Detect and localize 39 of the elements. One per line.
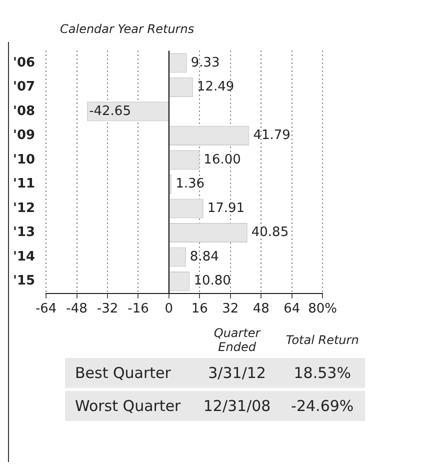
x-tick-label: -64 (35, 302, 57, 317)
data-label: 8.84 (190, 249, 219, 264)
y-tick-label: '06 (12, 55, 36, 70)
data-label: 9.33 (190, 55, 220, 70)
x-tick-label: -16 (128, 302, 149, 317)
text: 12/31/08 (202, 397, 272, 415)
data-label: 16.00 (204, 152, 241, 168)
text: Worst Quarter (74, 397, 182, 415)
x-tick-label: 32 (222, 302, 239, 317)
data-label: -42.65 (89, 104, 131, 119)
y-tick-label: '13 (12, 225, 36, 240)
chart-subtitle: Calendar Year Returns (60, 22, 194, 36)
data-label: 10.80 (194, 274, 231, 289)
text: 18.53% (292, 364, 352, 382)
data-label: 12.49 (196, 80, 234, 95)
text: Total Return (284, 333, 360, 347)
text: Best Quarter (74, 364, 172, 382)
y-tick-label: '09 (12, 128, 36, 144)
y-tick-label: '08 (12, 104, 36, 119)
y-tick-label: '11 (12, 176, 36, 192)
text: -24.69% (290, 397, 355, 415)
x-tick-label: 64 (284, 302, 300, 317)
data-label: 41.79 (253, 128, 290, 144)
y-tick-label: '14 (12, 249, 36, 264)
x-tick-label: 0 (164, 302, 174, 317)
data-label: 40.85 (251, 225, 289, 240)
x-tick-label: 80% (308, 302, 338, 317)
x-tick-label: 16 (191, 302, 208, 317)
text: 3/31/12 (207, 364, 267, 382)
x-tick-label: -32 (96, 302, 118, 317)
text: Quarter Ended (212, 326, 262, 354)
data-label: 17.91 (207, 200, 245, 216)
data-label: 1.36 (176, 176, 205, 192)
x-tick-label: -48 (66, 302, 88, 317)
y-tick-label: '12 (12, 200, 36, 216)
y-tick-label: '07 (12, 80, 36, 95)
x-tick-label: 48 (252, 302, 270, 317)
y-tick-label: '10 (12, 152, 36, 168)
y-tick-label: '15 (12, 274, 36, 289)
